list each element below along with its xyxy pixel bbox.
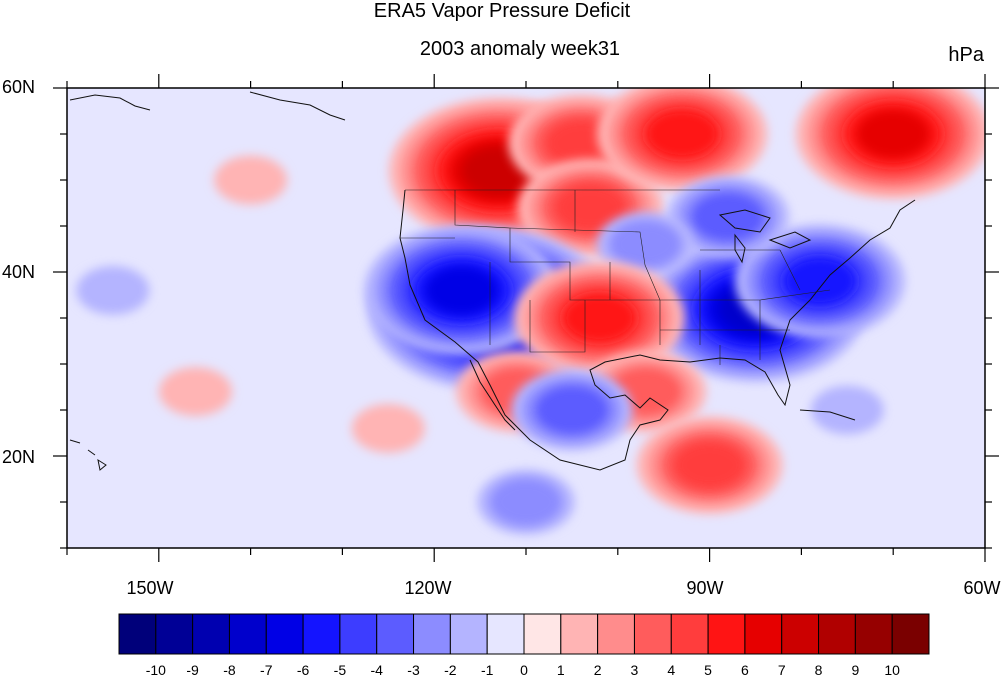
colorbar-tick-label: 1 <box>556 662 565 678</box>
colorbar-tick-label: 3 <box>630 662 639 678</box>
anomaly-field <box>76 88 985 535</box>
anomaly-blob-19-level-1 <box>76 266 150 315</box>
colorbar-tick-label: 10 <box>884 662 900 678</box>
colorbar-tick-label: -10 <box>145 662 166 678</box>
anomaly-blob-12-level-5 <box>562 293 636 343</box>
units-label: hPa <box>948 44 984 66</box>
colorbar-tick-label: -8 <box>223 662 236 678</box>
lon-label-60w: 60W <box>963 578 1001 598</box>
anomaly-blob-7-level-6 <box>425 266 499 315</box>
lat-label-60n: 60N <box>2 77 36 97</box>
chart-subtitle: 2003 anomaly week31 <box>419 38 621 60</box>
anomaly-blob-15-level-3 <box>535 385 609 435</box>
coastline <box>69 91 916 471</box>
lon-label-120w: 120W <box>404 578 452 598</box>
colorbar-tick-label: -9 <box>186 662 199 678</box>
colorbar-tick-label: -4 <box>370 662 383 678</box>
colorbar-tick-label: -3 <box>407 662 420 678</box>
anomaly-blob-17-level-1 <box>159 367 232 416</box>
colorbar-tick-label: -6 <box>296 662 310 678</box>
colorbar-tick-label: 2 <box>593 662 602 678</box>
anomaly-blob-11-level-2 <box>608 220 682 269</box>
chart-title: ERA5 Vapor Pressure Deficit <box>373 0 631 22</box>
colorbar-tick-label: -2 <box>444 662 457 678</box>
colorbar-tick-label: -7 <box>260 662 273 678</box>
anomaly-blob-10-level-3 <box>691 192 765 242</box>
anomaly-blob-9-level-5 <box>783 256 857 306</box>
anomaly-blob-5-level-6 <box>856 109 930 159</box>
lon-label-150w: 150W <box>126 578 174 598</box>
lat-label-40n: 40N <box>2 262 36 282</box>
anomaly-blob-16-level-4 <box>673 440 747 490</box>
colorbar-tick-label: 4 <box>667 662 676 678</box>
colorbar-tick-label: -5 <box>333 662 347 678</box>
colorbar-tick-label: 8 <box>814 662 823 678</box>
anomaly-blob-21-level-1 <box>214 155 288 205</box>
colorbar-tick-label: -1 <box>480 662 494 678</box>
colorbar-tick-label: 9 <box>851 662 860 678</box>
state-borders <box>400 189 831 365</box>
colorbar-tick-label: 6 <box>741 662 749 678</box>
anomaly-blob-20-level-2 <box>489 477 563 527</box>
anomaly-blob-4-level-5 <box>645 109 719 159</box>
anomaly-blob-18-level-1 <box>351 404 425 453</box>
anomaly-blob-22-level-1 <box>810 385 884 435</box>
anomaly-blob-3-level-4 <box>553 183 627 232</box>
lon-label-90w: 90W <box>686 578 724 598</box>
axis-ticks <box>53 74 999 562</box>
lat-label-20n: 20N <box>2 447 36 467</box>
colorbar-tick-label: 7 <box>777 662 786 678</box>
colorbar-tick-label: 0 <box>520 662 528 678</box>
colorbar-tick-label: 5 <box>704 662 712 678</box>
